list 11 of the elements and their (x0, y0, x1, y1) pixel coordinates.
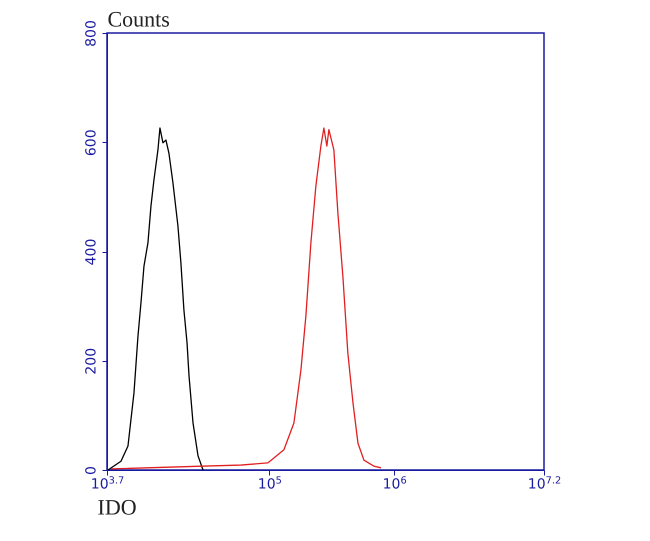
y-tick-label: 800 (84, 20, 100, 47)
y-tick-label: 600 (84, 129, 100, 156)
x-tick-label: 10$^{7.2}$ (528, 475, 562, 492)
x-tick-label: 10$^{5}$ (258, 475, 282, 492)
y-tick-label: 200 (84, 348, 100, 375)
y-tick-label: 400 (84, 238, 100, 266)
y-tick-label: 0 (84, 466, 100, 475)
x-tick-label: 10$^{3.7}$ (90, 475, 124, 492)
y-axis-title: Counts (108, 6, 170, 32)
x-axis-title: IDO (98, 494, 137, 520)
x-tick-label: 10$^{6}$ (382, 475, 407, 492)
